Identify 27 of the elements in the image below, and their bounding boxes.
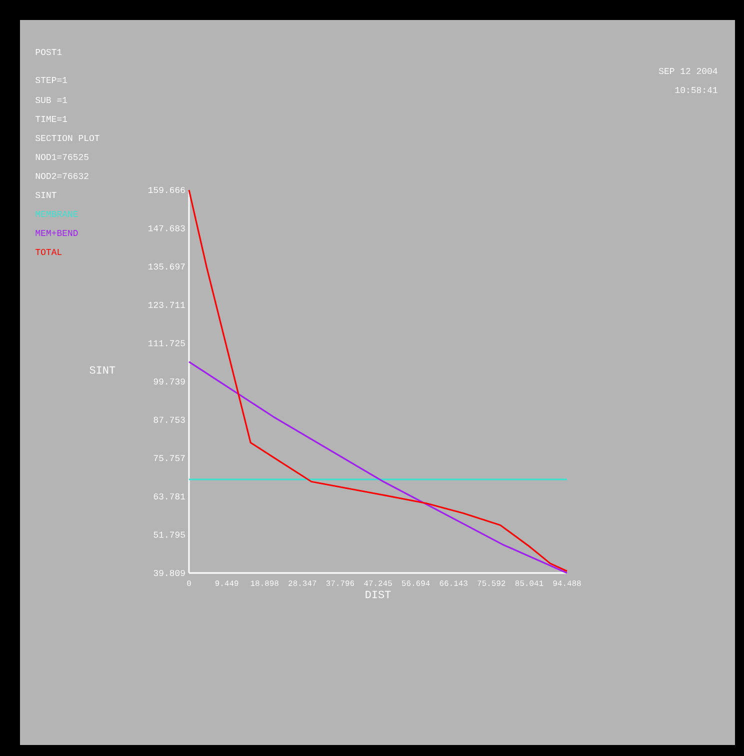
text: SINT — [36, 192, 56, 198]
y-tick-label: 63.781 — [154, 493, 186, 500]
line-series — [188, 189, 568, 572]
y-tick-label: 75.757 — [154, 455, 185, 462]
y-tick-label: 111.725 — [148, 340, 185, 346]
y-tick-label: 51.795 — [154, 532, 185, 538]
y-tick-label: 87.753 — [154, 416, 185, 423]
text: MEMBRANE — [36, 211, 78, 217]
text: SEP 12 2004 — [658, 68, 718, 74]
text: SUB =1 — [36, 96, 68, 104]
y-axis-title: SINT — [90, 366, 116, 374]
text: NOD2=76632 — [36, 172, 88, 180]
y-tick-label: 99.739 — [154, 378, 185, 385]
y-tick-label: 147.683 — [148, 225, 185, 232]
y-tick-label: 123.711 — [148, 302, 186, 308]
text: SECTION PLOT — [36, 134, 100, 142]
y-tick-label: 39.809 — [154, 570, 185, 576]
text: MEM+BEND — [36, 230, 78, 236]
x-axis-title: DIST — [366, 590, 391, 598]
text: TOTAL — [36, 248, 62, 256]
y-tick-label: 135.697 — [148, 264, 185, 270]
text: NOD1=76525 — [36, 154, 88, 160]
text: TIME=1 — [36, 116, 68, 122]
text: 10:58:41 — [675, 86, 718, 94]
text: POST1 — [36, 48, 62, 56]
y-tick-label: 159.666 — [148, 186, 185, 194]
text: STEP=1 — [36, 76, 68, 84]
